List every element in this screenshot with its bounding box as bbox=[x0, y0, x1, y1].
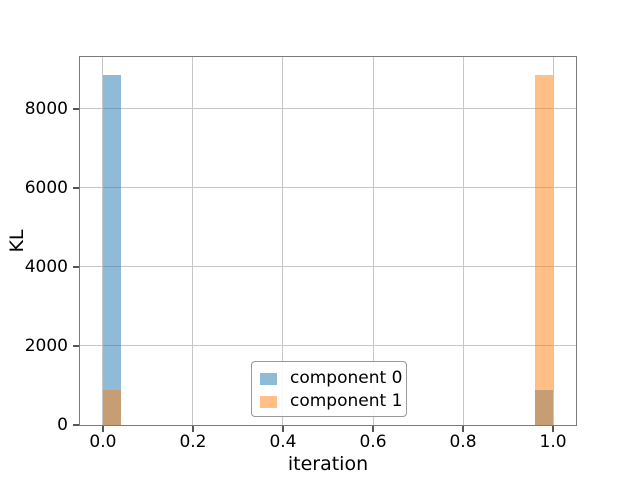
horizontal-gridline bbox=[80, 424, 576, 426]
x-tick-label: 0.2 bbox=[179, 432, 207, 452]
x-tick-label: 1.0 bbox=[539, 432, 567, 452]
vertical-gridline bbox=[552, 57, 554, 425]
x-tick-label: 0.4 bbox=[269, 432, 297, 452]
horizontal-gridline bbox=[80, 187, 576, 189]
legend-label-component-1: component 1 bbox=[290, 391, 403, 411]
x-tick-mark bbox=[462, 426, 464, 432]
legend: component 0 component 1 bbox=[251, 361, 407, 417]
x-tick-mark bbox=[282, 426, 284, 432]
horizontal-gridline bbox=[80, 108, 576, 110]
x-tick-label: 0.0 bbox=[89, 432, 117, 452]
y-tick-label: 8000 bbox=[24, 98, 68, 119]
x-tick-mark bbox=[192, 426, 194, 432]
horizontal-gridline bbox=[80, 266, 576, 268]
y-tick-mark bbox=[73, 345, 79, 347]
y-axis-label: KL bbox=[6, 229, 28, 253]
y-tick-mark bbox=[73, 108, 79, 110]
x-tick-mark bbox=[552, 426, 554, 432]
y-tick-label: 2000 bbox=[24, 335, 68, 356]
x-tick-mark bbox=[372, 426, 374, 432]
y-tick-mark bbox=[73, 266, 79, 268]
horizontal-gridline bbox=[80, 345, 576, 347]
vertical-gridline bbox=[192, 57, 194, 425]
legend-swatch-component-1-icon bbox=[260, 395, 277, 408]
y-tick-mark bbox=[73, 187, 79, 189]
vertical-gridline bbox=[372, 57, 374, 425]
vertical-gridline bbox=[282, 57, 284, 425]
x-tick-label: 0.8 bbox=[449, 432, 477, 452]
y-tick-label: 4000 bbox=[24, 256, 68, 277]
legend-swatch-component-0-icon bbox=[260, 372, 277, 385]
y-tick-mark bbox=[73, 424, 79, 426]
x-tick-label: 0.6 bbox=[359, 432, 387, 452]
legend-entry-component-0: component 0 bbox=[260, 367, 406, 390]
legend-label-component-0: component 0 bbox=[290, 368, 403, 388]
bar-component-1 bbox=[535, 74, 554, 425]
bar-component-1 bbox=[102, 389, 121, 425]
vertical-gridline bbox=[462, 57, 464, 425]
bar-component-0 bbox=[102, 74, 121, 425]
y-tick-label: 0 bbox=[57, 415, 68, 435]
y-tick-label: 6000 bbox=[24, 177, 68, 198]
legend-entry-component-1: component 1 bbox=[260, 390, 406, 413]
x-axis-label: iteration bbox=[287, 453, 369, 475]
x-tick-mark bbox=[102, 426, 104, 432]
